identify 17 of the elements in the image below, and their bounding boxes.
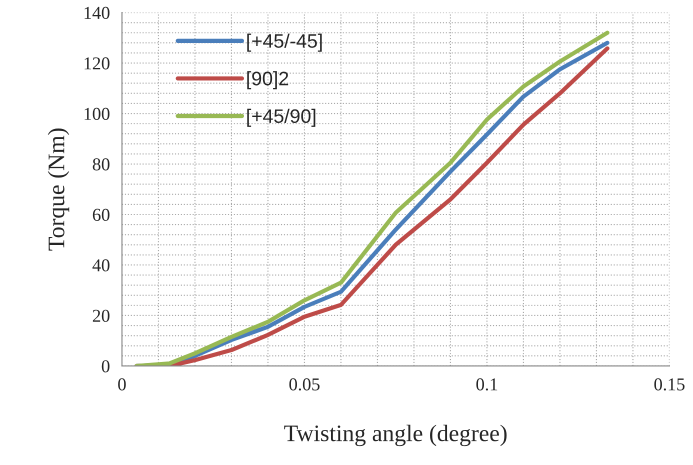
y-tick-label: 100: [84, 108, 110, 120]
x-tick-label: 0.15: [654, 378, 685, 391]
x-tick-label: 0.05: [289, 378, 320, 391]
y-axis-title: Torque (Nm): [48, 128, 70, 251]
y-tick-label: 80: [92, 158, 110, 170]
y-tick-label: 20: [92, 310, 110, 322]
y-tick-label: 140: [84, 6, 110, 19]
y-tick-label: 60: [92, 208, 110, 221]
x-tick-label: 0.1: [476, 378, 498, 391]
y-tick-label: 0: [102, 360, 110, 372]
y-tick-label: 120: [84, 57, 110, 70]
legend-label: [+45/90]: [247, 108, 316, 127]
legend-label: [90]2: [247, 71, 288, 90]
x-axis-title: Twisting angle (degree): [284, 424, 507, 446]
y-tick-label: 40: [92, 259, 110, 272]
legend-label: [+45/-45]: [247, 34, 322, 52]
x-tick-label: 0: [118, 378, 126, 390]
